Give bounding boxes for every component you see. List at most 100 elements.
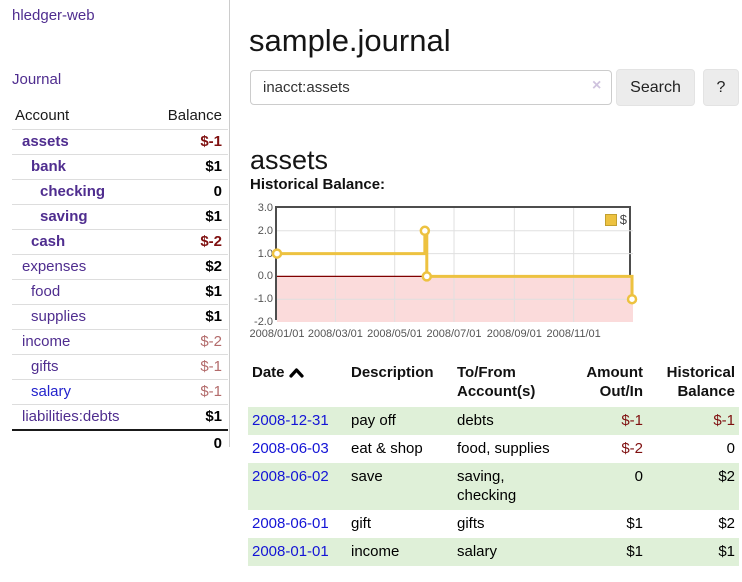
account-row: salary $-1	[12, 379, 228, 404]
transaction-date-link[interactable]: 2008-12-31	[252, 412, 329, 429]
data-point-marker	[271, 248, 283, 259]
sidebar-item-journal[interactable]: Journal	[12, 71, 62, 88]
balance-cell: $2	[718, 468, 735, 485]
description-cell: save	[351, 468, 383, 485]
legend-label: $	[619, 212, 627, 227]
account-link-food[interactable]: food	[31, 283, 61, 300]
register-col-header-to-from-account-s-: To/From Account(s)	[457, 364, 536, 400]
chart-plot-area: $	[271, 206, 638, 322]
x-tick-label: 2008/03/01	[307, 328, 363, 340]
y-tick-label: -1.0	[254, 293, 273, 306]
amount-cell: 0	[634, 468, 643, 485]
register-table-body: 2008-12-31 pay off debts $-1 $-1 2008-06-03 ea…	[248, 407, 739, 566]
account-balance: $1	[205, 283, 222, 300]
account-link-salary[interactable]: salary	[31, 383, 72, 400]
description-cell: gift	[351, 515, 372, 532]
account-link-checking[interactable]: checking	[40, 183, 106, 200]
chart-canvas	[271, 208, 638, 322]
register-row: 2008-06-02 save saving, checking 0 $2	[248, 463, 739, 510]
x-tick-label: 2008/05/01	[367, 328, 423, 340]
data-point-marker	[419, 225, 431, 237]
register-row: 2008-01-01 income salary $1 $1	[248, 538, 739, 566]
page-title: sample.journal	[249, 22, 451, 58]
x-tick-label: 2008/09/01	[486, 328, 542, 340]
amount-cell: $1	[626, 515, 643, 532]
x-tick-label: 2008/01/01	[249, 328, 305, 340]
account-link-assets[interactable]: assets	[22, 133, 69, 150]
balance-cell: $-1	[713, 412, 735, 429]
transaction-date-link[interactable]: 2008-06-03	[252, 440, 329, 457]
amount-cell: $1	[626, 543, 643, 560]
register-col-header-date[interactable]: Date	[248, 361, 347, 407]
accounts-total: 0	[12, 429, 228, 456]
accounts-cell: saving, checking	[457, 468, 517, 504]
account-link-expenses[interactable]: expenses	[22, 258, 87, 275]
search-button[interactable]: Search	[616, 69, 695, 106]
transaction-date-link[interactable]: 2008-06-02	[252, 468, 329, 485]
amount-cell: $-2	[621, 440, 643, 457]
register-row: 2008-06-03 eat & shop food, supplies $-2 0	[248, 435, 739, 463]
register-table-head: Date Description To/From Account(s) Amount Ou…	[248, 361, 739, 407]
account-link-liabilities-debts[interactable]: liabilities:debts	[22, 408, 120, 425]
account-link-income[interactable]: income	[22, 333, 71, 350]
accounts-header-balance: Balance	[167, 107, 222, 124]
clear-search-icon[interactable]: ×	[592, 77, 602, 94]
account-row: gifts $-1	[12, 354, 228, 379]
balance-cell: $2	[718, 515, 735, 532]
accounts-header: Account Balance	[12, 107, 228, 124]
description-cell: pay off	[351, 412, 396, 429]
account-balance: $1	[205, 158, 222, 175]
account-row: liabilities:debts $1	[12, 404, 228, 429]
account-link-cash[interactable]: cash	[31, 233, 66, 250]
accounts-cell: food, supplies	[457, 440, 550, 457]
y-tick-label: 1.0	[257, 247, 273, 260]
account-row: checking 0	[12, 179, 228, 204]
account-balance: $-1	[200, 358, 222, 375]
register-row: 2008-12-31 pay off debts $-1 $-1	[248, 407, 739, 435]
chart-title: Historical Balance:	[250, 176, 386, 193]
date-cell: 2008-12-31	[248, 407, 347, 435]
date-cell: 2008-01-01	[248, 538, 347, 566]
transaction-date-link[interactable]: 2008-01-01	[252, 543, 329, 560]
help-button[interactable]: ?	[703, 69, 739, 106]
y-tick-label: 3.0	[257, 202, 273, 214]
register-col-header-amount-out-in: Amount Out/In	[586, 364, 643, 400]
data-point-marker	[421, 271, 433, 282]
register-table: Date Description To/From Account(s) Amount Ou…	[248, 361, 739, 566]
description-cell: income	[351, 543, 400, 560]
search-input[interactable]	[250, 70, 612, 105]
register-row: 2008-06-01 gift gifts $1 $2	[248, 510, 739, 538]
y-tick-label: -2.0	[254, 316, 273, 328]
balance-cell: 0	[726, 440, 735, 457]
amount-cell: $-1	[621, 412, 643, 429]
account-balance: 0	[213, 183, 222, 200]
account-row: supplies $1	[12, 304, 228, 329]
account-balance: $-1	[200, 133, 222, 150]
description-cell: eat & shop	[351, 440, 423, 457]
account-page-heading: assets	[250, 145, 329, 176]
account-balance: $2	[205, 258, 222, 275]
x-tick-label: 2008/07/01	[426, 328, 482, 340]
account-balance: $-1	[200, 383, 222, 400]
sort-ascending-icon	[288, 368, 304, 378]
account-row: expenses $2	[12, 254, 228, 279]
account-row: food $1	[12, 279, 228, 304]
account-balance: $-2	[200, 333, 222, 350]
account-link-bank[interactable]: bank	[31, 158, 67, 175]
account-link-supplies[interactable]: supplies	[31, 308, 87, 325]
account-link-gifts[interactable]: gifts	[31, 358, 59, 375]
transaction-date-link[interactable]: 2008-06-01	[252, 515, 329, 532]
date-cell: 2008-06-01	[248, 510, 347, 538]
account-row: bank $1	[12, 154, 228, 179]
account-link-saving[interactable]: saving	[40, 208, 88, 225]
register-col-header-description: Description	[351, 364, 434, 381]
balance-cell: $1	[718, 543, 735, 560]
x-tick-label: 2008/11/01	[546, 328, 601, 340]
account-balance: $1	[205, 408, 222, 425]
account-row: saving $1	[12, 204, 228, 229]
data-point-marker	[626, 293, 638, 305]
app-brand-link[interactable]: hledger-web	[12, 7, 95, 24]
account-balance: $-2	[200, 233, 222, 250]
register-col-header-historical-balance: Historical Balance	[666, 364, 735, 400]
chart-legend: $	[604, 212, 627, 227]
